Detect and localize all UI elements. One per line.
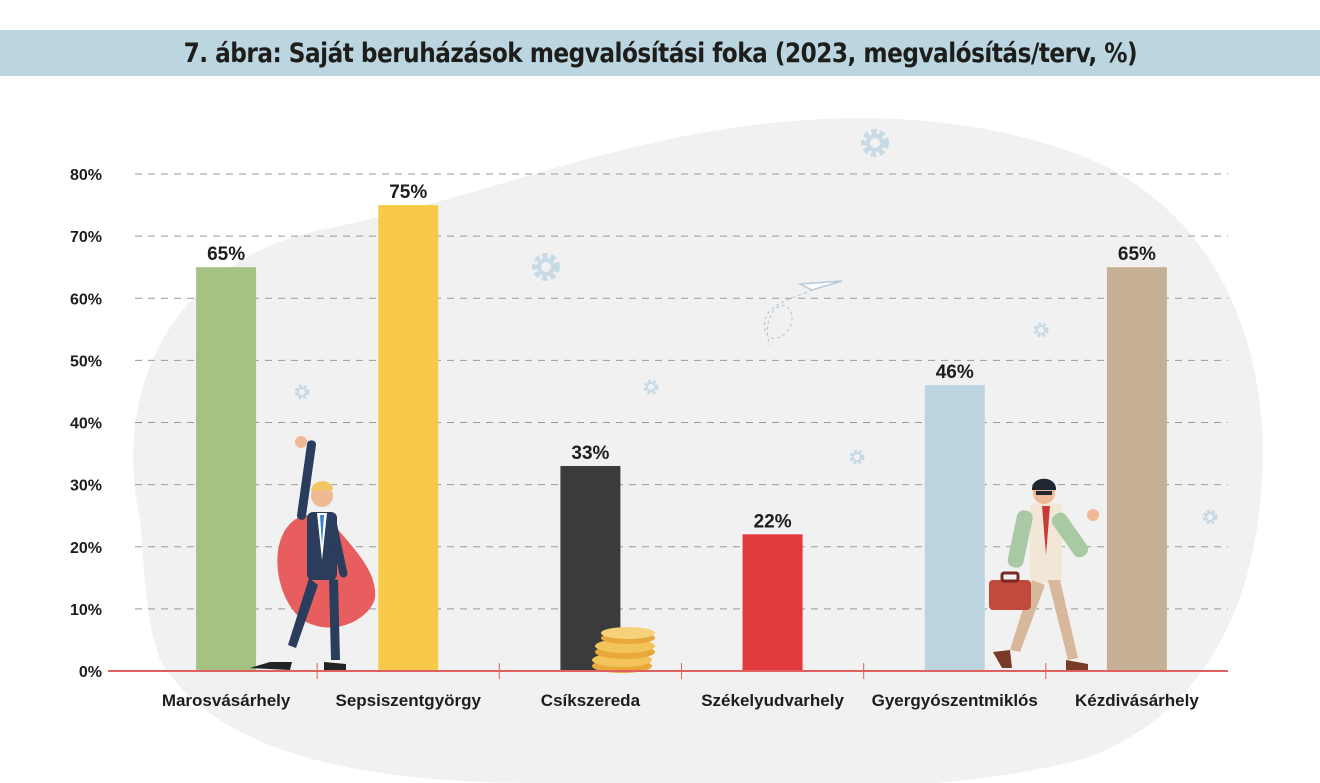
y-tick-label: 10% [70,602,102,619]
bar-value-label: 65% [207,244,245,265]
x-axis-category-label: Marosvásárhely [162,691,291,710]
paper-plane-icon [763,280,843,346]
bar-value-label: 22% [754,511,792,532]
coins-icon [592,627,655,673]
y-tick-label: 70% [70,229,102,246]
bar-value-label: 46% [936,362,974,383]
bar [196,267,257,671]
gear-icon [294,384,310,400]
y-axis-ticks: 0% 10% 20% 30% 40% 50% 60% 70% 80% [70,167,102,681]
x-axis-category-label: Kézdivásárhely [1075,691,1199,710]
x-axis [108,663,1228,679]
x-axis-category-label: Székelyudvarhely [701,691,844,710]
bar [1106,267,1167,671]
chart-title: 7. ábra: Saját beruházások megvalósítási… [183,37,1137,69]
y-tick-label: 30% [70,478,102,495]
bars [196,205,1167,671]
grid-lines [135,173,1228,610]
bar-value-label: 33% [571,443,609,464]
superhero-businessman-illustration [250,436,376,672]
gear-icon [643,379,659,395]
bar [378,205,439,671]
x-axis-category-label: Gyergyószentmiklós [872,691,1038,710]
x-axis-category-label: Sepsiszentgyörgy [336,691,482,710]
x-axis-category-label: Csíkszereda [541,691,641,710]
y-tick-label: 50% [70,353,102,370]
background-blob [133,118,1263,783]
bar-value-label: 65% [1118,244,1156,265]
bar-value-labels: 65% 75% 33% 22% 46% 65% [207,182,1156,532]
y-tick-label: 80% [70,167,102,184]
y-tick-label: 60% [70,291,102,308]
bar [742,534,803,671]
y-tick-label: 0% [79,664,102,681]
gear-icon [1033,322,1049,338]
walking-businessman-illustration [989,478,1099,672]
gear-icon [1202,509,1218,525]
y-tick-label: 40% [70,416,102,433]
gear-icon [532,253,560,281]
bar-value-label: 75% [389,182,427,203]
gear-icon [861,129,889,157]
y-tick-label: 20% [70,540,102,557]
title-band: 7. ábra: Saját beruházások megvalósítási… [0,30,1320,76]
gear-icon [849,449,865,465]
x-axis-category-labels: Marosvásárhely Sepsiszentgyörgy Csíkszered… [162,691,1200,710]
bar [924,385,985,671]
